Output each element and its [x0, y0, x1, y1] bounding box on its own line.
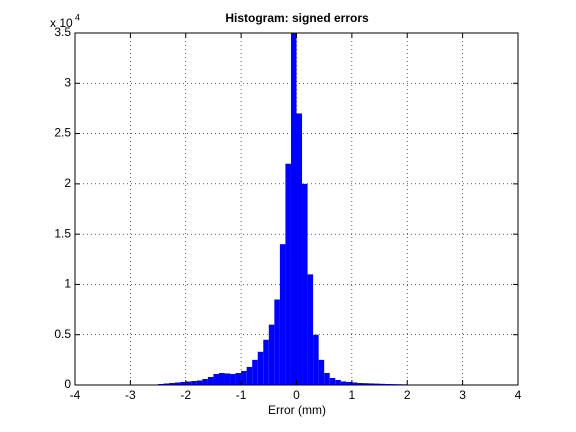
y-tick-label: 0 [64, 377, 71, 391]
bar [202, 378, 208, 385]
bar [329, 377, 336, 385]
bar [257, 351, 264, 385]
bar [385, 383, 391, 385]
bar [268, 324, 275, 385]
y-tick-label: 3.5 [54, 25, 71, 39]
x-tick-label: -4 [70, 388, 81, 402]
y-tick-label: 3 [64, 75, 71, 89]
y-multiplier-exponent: 4 [75, 12, 80, 22]
bar [169, 382, 175, 385]
bar [279, 244, 286, 385]
bar [174, 382, 181, 385]
bar [285, 163, 291, 385]
bar [290, 33, 297, 385]
x-tick-label: 1 [349, 388, 356, 402]
x-tick-label: 0 [293, 388, 300, 402]
bar [180, 381, 186, 385]
chart-title: Histogram: signed errors [225, 11, 369, 25]
bar [302, 183, 308, 385]
bar [230, 373, 236, 385]
x-tick-label: -2 [180, 388, 191, 402]
bar [163, 383, 170, 385]
bar [196, 380, 203, 385]
bar [340, 381, 347, 385]
bar [307, 274, 314, 385]
x-tick-label: 2 [404, 388, 411, 402]
bar [318, 359, 325, 385]
bar [235, 372, 242, 385]
bar [191, 380, 197, 385]
bar [296, 113, 303, 385]
bar [379, 383, 386, 385]
bar [362, 383, 369, 385]
bar [351, 382, 358, 385]
plot-frame [74, 32, 519, 386]
bar [346, 381, 352, 385]
bar [274, 299, 280, 385]
bar [313, 334, 319, 385]
y-tick-label: 0.5 [54, 327, 71, 341]
x-tick-label: 3 [459, 388, 466, 402]
bar [207, 376, 214, 385]
y-tick-label: 2 [64, 176, 71, 190]
bar [224, 373, 231, 385]
bar [213, 373, 219, 385]
bar [374, 383, 380, 385]
x-tick-label: -1 [236, 388, 247, 402]
y-tick-label: 1 [64, 277, 71, 291]
x-tick-label: 4 [515, 388, 522, 402]
bar [246, 366, 253, 385]
x-tick-label: -3 [125, 388, 136, 402]
bar [218, 372, 225, 385]
bar [241, 370, 247, 385]
y-tick-label: 2.5 [54, 126, 71, 140]
bar [357, 382, 363, 385]
bar [335, 379, 341, 385]
bar [158, 383, 164, 385]
x-axis-label: Error (mm) [268, 403, 326, 417]
y-tick-label: 1.5 [54, 226, 71, 240]
bar [185, 381, 192, 385]
bar [252, 359, 258, 385]
bar [324, 372, 330, 385]
y-multiplier-base: x 10 [50, 16, 73, 30]
bar [368, 383, 375, 385]
bar [263, 339, 269, 385]
